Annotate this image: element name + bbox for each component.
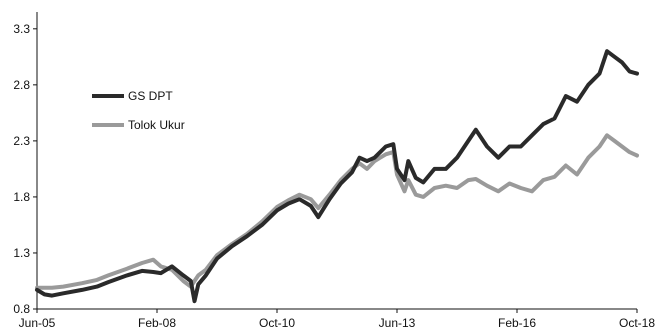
y-tick-label: 3.3 xyxy=(13,22,30,36)
chart-legend: GS DPT Tolok Ukur xyxy=(92,89,185,132)
legend-label: Tolok Ukur xyxy=(128,118,185,132)
x-tick-label: Feb-16 xyxy=(498,316,536,329)
y-tick-label: 0.8 xyxy=(13,302,30,316)
x-tick-label: Jun-13 xyxy=(379,316,416,329)
x-tick-label: Feb-08 xyxy=(138,316,176,329)
chart-axes: 0.8 1.3 1.8 2.3 2.8 3.3 Jun-05 Feb-08 Oct-10 Jun-… xyxy=(13,12,655,329)
y-tick-label: 2.8 xyxy=(13,78,30,92)
y-tick-label: 1.3 xyxy=(13,246,30,260)
x-tick-label: Jun-05 xyxy=(19,316,56,329)
x-tick-label: Oct-10 xyxy=(259,316,295,329)
y-tick-label: 2.3 xyxy=(13,134,30,148)
y-tick-label: 1.8 xyxy=(13,190,30,204)
series-line-gs-dpt xyxy=(35,49,639,304)
series-line-tolok-ukur xyxy=(35,133,639,290)
legend-label: GS DPT xyxy=(128,89,173,103)
chart-series xyxy=(35,49,639,304)
x-tick-label: Oct-18 xyxy=(619,316,655,329)
